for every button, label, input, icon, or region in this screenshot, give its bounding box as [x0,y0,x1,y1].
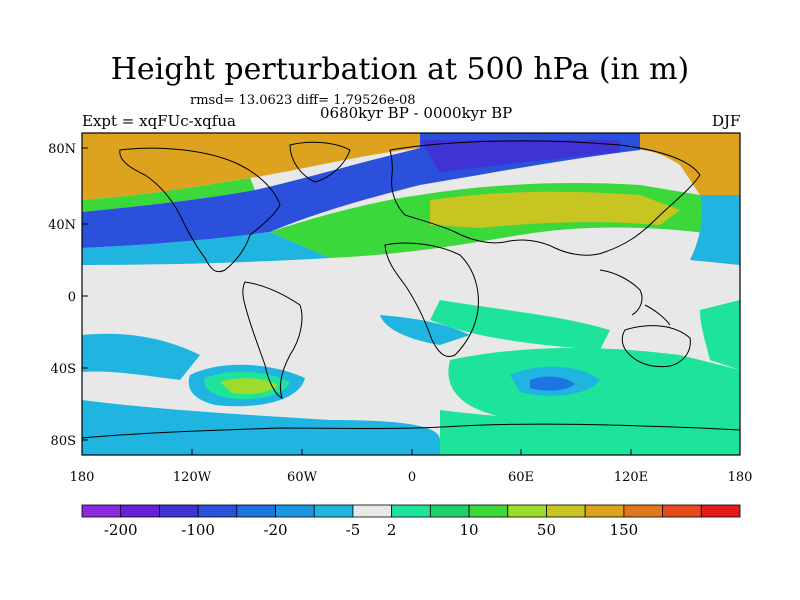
colorbar-swatch [584,504,625,518]
lon-label: 180 [70,470,95,485]
contour-north-green [82,178,255,212]
colorbar-swatch [507,504,547,518]
contour-eurasia-olive [430,191,680,228]
map-frame [81,132,741,456]
coast-southeast-asia [599,269,671,326]
coast-north-america [119,147,281,273]
lat-label: 0 [68,290,76,305]
colorbar-swatch [120,504,160,518]
lon-label: 60E [508,470,534,485]
colorbar-swatch [546,504,586,518]
colorbar-label: -5 [346,521,361,539]
colorbar-swatch [623,504,663,518]
contour-east-lightgreen [700,300,740,370]
contour-lightblue-band [82,232,330,265]
colorbar-swatch [81,504,122,518]
coastlines [82,140,740,439]
colorbar-label: 50 [537,521,556,539]
lon-label: 180 [728,470,753,485]
colorbar-swatch [275,504,315,518]
contour-southern-ocean-green [440,410,740,455]
colorbar-label: -100 [181,521,215,539]
contour-tropical-green-1 [430,300,610,350]
colorbar: -200 -100 -20 -5 2 10 50 150 [81,504,741,539]
coast-south-america [242,281,303,399]
contour-south-pacific-lightblue [82,333,200,380]
colorbar-swatch [468,504,509,518]
lon-label: 120E [614,470,648,485]
contour-polar-darkblue [420,140,620,172]
colorbar-label: 10 [460,521,479,539]
lon-label: 0 [408,470,416,485]
colorbar-swatch [429,504,470,518]
colorbar-label: 150 [610,521,639,539]
experiment-label: Expt = xqFUc-xqfua [82,112,236,130]
colorbar-swatch [313,504,354,518]
colorbar-swatch [197,504,238,518]
lat-label: 40S [51,362,76,377]
contour-sw-atlantic-yellowgreen [220,378,278,395]
lat-label: 80N [48,142,76,157]
colorbar-label: -20 [263,521,287,539]
coast-greenland [289,141,351,183]
lat-label: 80S [51,434,76,449]
coast-eurasia [389,140,701,256]
colorbar-swatch [236,504,276,518]
coast-africa [384,242,479,357]
contour-south-green-wide [448,348,740,424]
colorbar-label: -200 [104,521,138,539]
contour-tropical-lightblue [380,315,470,345]
coast-australia [621,325,691,368]
contour-antarctic-lightblue [82,400,440,455]
lat-label: 40N [48,218,76,233]
colorbar-swatch [391,504,431,518]
longitude-axis: 180 120W 60W 0 60E 120E 180 [70,449,753,485]
colorbar-swatch [700,504,741,518]
coast-antarctica [82,423,740,439]
contour-northpacific-orange [640,133,740,195]
chart-title: Height perturbation at 500 hPa (in m) [110,52,690,87]
colorbar-swatch [352,504,393,518]
colorbar-swatch [159,504,199,518]
colorbar-label: 2 [387,521,397,539]
latitude-axis: 80N 40N 0 40S 80S [48,142,88,449]
contour-north-orange [82,133,420,200]
contour-field [82,133,740,455]
colorbar-swatch [662,504,702,518]
lon-label: 120W [173,470,212,485]
season-label: DJF [712,112,741,130]
stats-text: rmsd= 13.0623 diff= 1.79526e-08 [190,93,416,108]
lon-label: 60W [287,470,318,485]
contour-south-blue-core [530,376,575,391]
period-label: 0680kyr BP - 0000kyr BP [320,104,513,122]
contour-lightblue-pacific [690,195,740,265]
